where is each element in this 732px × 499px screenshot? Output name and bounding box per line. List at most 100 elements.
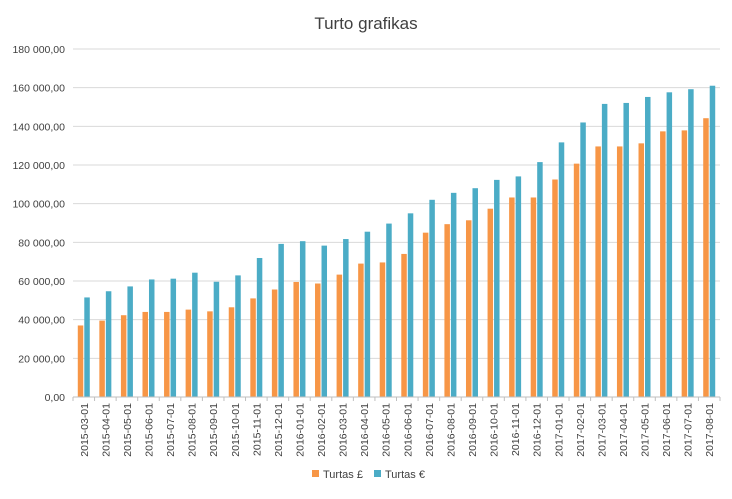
- bar: [616, 146, 623, 397]
- y-tick-label: 120 000,00: [12, 160, 65, 172]
- bar: [127, 286, 133, 397]
- x-tick-label: 2016-06-01: [402, 403, 414, 457]
- y-axis-tick-labels: 0,00 20 000,00 40 000,00 60 000,00 80 000,00…: [12, 44, 65, 404]
- bar: [422, 232, 429, 397]
- bar: [666, 92, 673, 397]
- bar: [315, 283, 321, 397]
- bar: [537, 162, 543, 397]
- bar: [709, 85, 716, 397]
- bar: [250, 298, 256, 397]
- bar: [509, 197, 515, 397]
- x-tick-label: 2016-03-01: [338, 403, 350, 457]
- bar: [487, 208, 494, 397]
- legend-label: Turtas €: [385, 469, 425, 481]
- legend-swatch: [374, 470, 381, 477]
- bar: [84, 297, 90, 397]
- legend: Turtas £ Turtas €: [312, 469, 425, 481]
- x-tick-label: 2016-04-01: [359, 403, 371, 457]
- x-tick-label: 2015-03-01: [79, 403, 91, 457]
- x-tick-label: 2017-01-01: [553, 403, 565, 457]
- bar: [364, 231, 371, 397]
- x-tick-label: 2016-01-01: [294, 403, 306, 457]
- bar: [379, 262, 386, 397]
- bar: [336, 274, 343, 397]
- y-tick-label: 180 000,00: [12, 44, 65, 56]
- y-tick-label: 0,00: [45, 392, 66, 404]
- bar: [358, 263, 364, 397]
- x-tick-label: 2015-07-01: [165, 403, 177, 457]
- bar: [299, 241, 306, 397]
- bar: [645, 96, 651, 398]
- bar: [105, 291, 112, 397]
- x-tick-label: 2016-09-01: [467, 403, 479, 457]
- x-tick-label: 2015-10-01: [230, 403, 242, 457]
- bar: [580, 122, 586, 397]
- x-tick-label: 2015-09-01: [208, 403, 220, 457]
- x-tick-label: 2016-08-01: [445, 403, 457, 457]
- bar: [278, 243, 284, 397]
- bar: [494, 179, 500, 397]
- legend-swatch: [312, 470, 319, 477]
- chart-title: Turto grafikas: [314, 14, 417, 33]
- bars: [77, 85, 716, 398]
- x-tick-label: 2017-08-01: [704, 403, 716, 457]
- bar: [164, 311, 170, 397]
- x-tick-label: 2015-12-01: [273, 403, 285, 457]
- y-tick-label: 160 000,00: [12, 83, 65, 95]
- x-tick-label: 2017-02-01: [575, 403, 587, 457]
- bar: [703, 118, 709, 398]
- bar: [142, 311, 148, 397]
- bar: [601, 103, 608, 397]
- bar: [207, 311, 213, 397]
- bar: [429, 199, 435, 397]
- bar: [681, 130, 688, 398]
- x-tick-label: 2017-04-01: [618, 403, 630, 457]
- gridlines: [73, 48, 720, 359]
- bar: [228, 307, 235, 397]
- bar: [256, 257, 263, 397]
- bar: [192, 272, 198, 397]
- bar: [595, 146, 601, 397]
- x-tick-label: 2015-06-01: [143, 403, 155, 457]
- x-tick-label: 2017-06-01: [661, 403, 673, 457]
- bar: [321, 245, 328, 397]
- bar: [450, 192, 457, 397]
- x-tick-label: 2015-11-01: [251, 403, 263, 456]
- x-axis-tick-labels: 2015-03-01 2015-04-01 2015-05-01 2015-06-01…: [72, 397, 721, 457]
- x-tick-label: 2016-10-01: [489, 403, 501, 457]
- bar: [472, 188, 478, 397]
- y-tick-label: 80 000,00: [18, 237, 65, 249]
- x-tick-label: 2016-05-01: [381, 403, 393, 457]
- x-tick-label: 2015-08-01: [187, 403, 199, 457]
- x-tick-label: 2016-07-01: [424, 403, 436, 457]
- x-tick-label: 2015-04-01: [100, 403, 112, 457]
- bar: [407, 213, 414, 397]
- x-tick-label: 2015-05-01: [122, 403, 134, 457]
- bar: [660, 131, 666, 398]
- bar: [638, 143, 645, 397]
- x-tick-label: 2017-05-01: [640, 403, 652, 457]
- bar: [386, 223, 392, 397]
- legend-label: Turtas £: [323, 469, 363, 481]
- bar: [185, 309, 192, 397]
- bar: [77, 325, 84, 397]
- x-tick-label: 2017-03-01: [596, 403, 608, 457]
- bar: [148, 279, 155, 397]
- bar: [401, 253, 407, 397]
- bar: [573, 163, 580, 397]
- bar: [465, 220, 472, 397]
- bar: [688, 89, 694, 398]
- bar: [235, 275, 241, 397]
- bar: [623, 102, 629, 397]
- bar: [444, 224, 450, 397]
- y-tick-label: 40 000,00: [18, 315, 65, 327]
- bar: [293, 281, 299, 397]
- y-tick-label: 20 000,00: [18, 353, 65, 365]
- bar: [170, 278, 177, 397]
- y-tick-label: 100 000,00: [12, 199, 65, 211]
- bar: [99, 320, 105, 397]
- x-tick-label: 2017-07-01: [683, 403, 695, 457]
- bar: [213, 281, 220, 397]
